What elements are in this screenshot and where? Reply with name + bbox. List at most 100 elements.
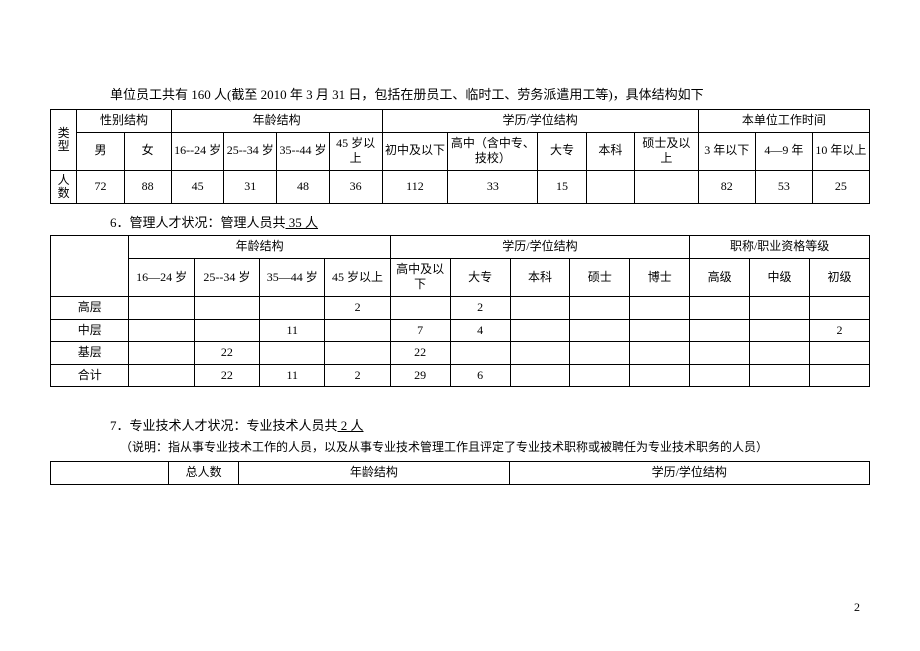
- intro-text: 单位员工共有 160 人(截至 2010 年 3 月 31 日，包括在册员工、临…: [110, 84, 870, 103]
- val-t1: 82: [698, 170, 755, 203]
- val-a2: 31: [224, 170, 277, 203]
- management-table: 年龄结构 学历/学位结构 职称/职业资格等级 16—24 岁 25--34 岁 …: [50, 235, 870, 387]
- table-row: 合计 22 11 2 29 6: [51, 364, 870, 387]
- col-a3: 35--44 岁: [277, 132, 330, 170]
- cell: [450, 342, 510, 365]
- val-a4: 36: [329, 170, 382, 203]
- col2-q3: 初级: [810, 258, 870, 296]
- cell: 22: [390, 342, 450, 365]
- group-qual: 职称/职业资格等级: [690, 236, 870, 259]
- blank-corner: [51, 236, 129, 297]
- table-row: 高层 2 2: [51, 296, 870, 319]
- t3-c2: 总人数: [169, 462, 239, 485]
- cell: 2: [810, 319, 870, 342]
- cell: [510, 342, 570, 365]
- cell: 6: [450, 364, 510, 387]
- col-a4: 45 岁以上: [329, 132, 382, 170]
- col2-q2: 中级: [750, 258, 810, 296]
- t3-c3: 年龄结构: [239, 462, 509, 485]
- col2-e1: 高中及以下: [390, 258, 450, 296]
- cell: [129, 364, 194, 387]
- cell: [570, 364, 630, 387]
- val-e4: [586, 170, 634, 203]
- t3-c4: 学历/学位结构: [509, 462, 869, 485]
- cell: [260, 342, 325, 365]
- employee-structure-table: 类型 性别结构 年龄结构 学历/学位结构 本单位工作时间 男 女 16--24 …: [50, 109, 870, 204]
- cell: [129, 342, 194, 365]
- col2-q1: 高级: [690, 258, 750, 296]
- section-7-note: （说明：指从事专业技术工作的人员，以及从事专业技术管理工作且评定了专业技术职称或…: [120, 438, 870, 455]
- group-edu-2: 学历/学位结构: [390, 236, 689, 259]
- val-a3: 48: [277, 170, 330, 203]
- cell: 7: [390, 319, 450, 342]
- group-gender: 性别结构: [77, 110, 171, 133]
- cell: [570, 319, 630, 342]
- col-a2: 25--34 岁: [224, 132, 277, 170]
- section-7-heading: 7．专业技术人才状况：专业技术人员共 2 人: [110, 415, 870, 434]
- col-t3: 10 年以上: [812, 132, 869, 170]
- cell: 4: [450, 319, 510, 342]
- cell: [129, 296, 194, 319]
- cell: [750, 342, 810, 365]
- table-row: 中层 11 7 4 2: [51, 319, 870, 342]
- cell: [570, 296, 630, 319]
- cell: [129, 319, 194, 342]
- cell: 11: [260, 319, 325, 342]
- cell: [690, 319, 750, 342]
- col2-a3: 35—44 岁: [260, 258, 325, 296]
- cell: [690, 296, 750, 319]
- row-header-count: 人数: [51, 170, 77, 203]
- cell: 2: [450, 296, 510, 319]
- val-female: 88: [124, 170, 171, 203]
- cell: [570, 342, 630, 365]
- col2-e4: 硕士: [570, 258, 630, 296]
- cell: [194, 296, 259, 319]
- cell: [325, 342, 390, 365]
- col2-e3: 本科: [510, 258, 570, 296]
- cell: [750, 319, 810, 342]
- col-female: 女: [124, 132, 171, 170]
- group-age-2: 年龄结构: [129, 236, 390, 259]
- col-e3: 大专: [538, 132, 586, 170]
- cell: [810, 342, 870, 365]
- cell: [510, 319, 570, 342]
- cell: [390, 296, 450, 319]
- val-a1: 45: [171, 170, 224, 203]
- row-label: 合计: [51, 364, 129, 387]
- cell: [630, 319, 690, 342]
- page-number: 2: [854, 600, 860, 615]
- cell: [690, 342, 750, 365]
- cell: [630, 296, 690, 319]
- val-e2: 33: [448, 170, 538, 203]
- cell: 2: [325, 364, 390, 387]
- col-t1: 3 年以下: [698, 132, 755, 170]
- t3-c1: [51, 462, 169, 485]
- row-label: 高层: [51, 296, 129, 319]
- col2-a1: 16—24 岁: [129, 258, 194, 296]
- col-e1: 初中及以下: [382, 132, 448, 170]
- section-6-count: 35 人: [286, 215, 319, 230]
- row-label: 基层: [51, 342, 129, 365]
- cell: 29: [390, 364, 450, 387]
- group-age: 年龄结构: [171, 110, 382, 133]
- cell: [810, 364, 870, 387]
- cell: [690, 364, 750, 387]
- val-t2: 53: [755, 170, 812, 203]
- group-tenure: 本单位工作时间: [698, 110, 869, 133]
- col2-a4: 45 岁以上: [325, 258, 390, 296]
- cell: [325, 319, 390, 342]
- col-a1: 16--24 岁: [171, 132, 224, 170]
- col-e2: 高中（含中专、技校）: [448, 132, 538, 170]
- cell: [510, 364, 570, 387]
- cell: [630, 342, 690, 365]
- val-male: 72: [77, 170, 124, 203]
- section-7-count: 2 人: [338, 418, 364, 433]
- group-edu: 学历/学位结构: [382, 110, 698, 133]
- technical-table-header: 总人数 年龄结构 学历/学位结构: [50, 461, 870, 485]
- cell: [810, 296, 870, 319]
- cell: [260, 296, 325, 319]
- col2-a2: 25--34 岁: [194, 258, 259, 296]
- cell: [510, 296, 570, 319]
- col2-e2: 大专: [450, 258, 510, 296]
- col-e4: 本科: [586, 132, 634, 170]
